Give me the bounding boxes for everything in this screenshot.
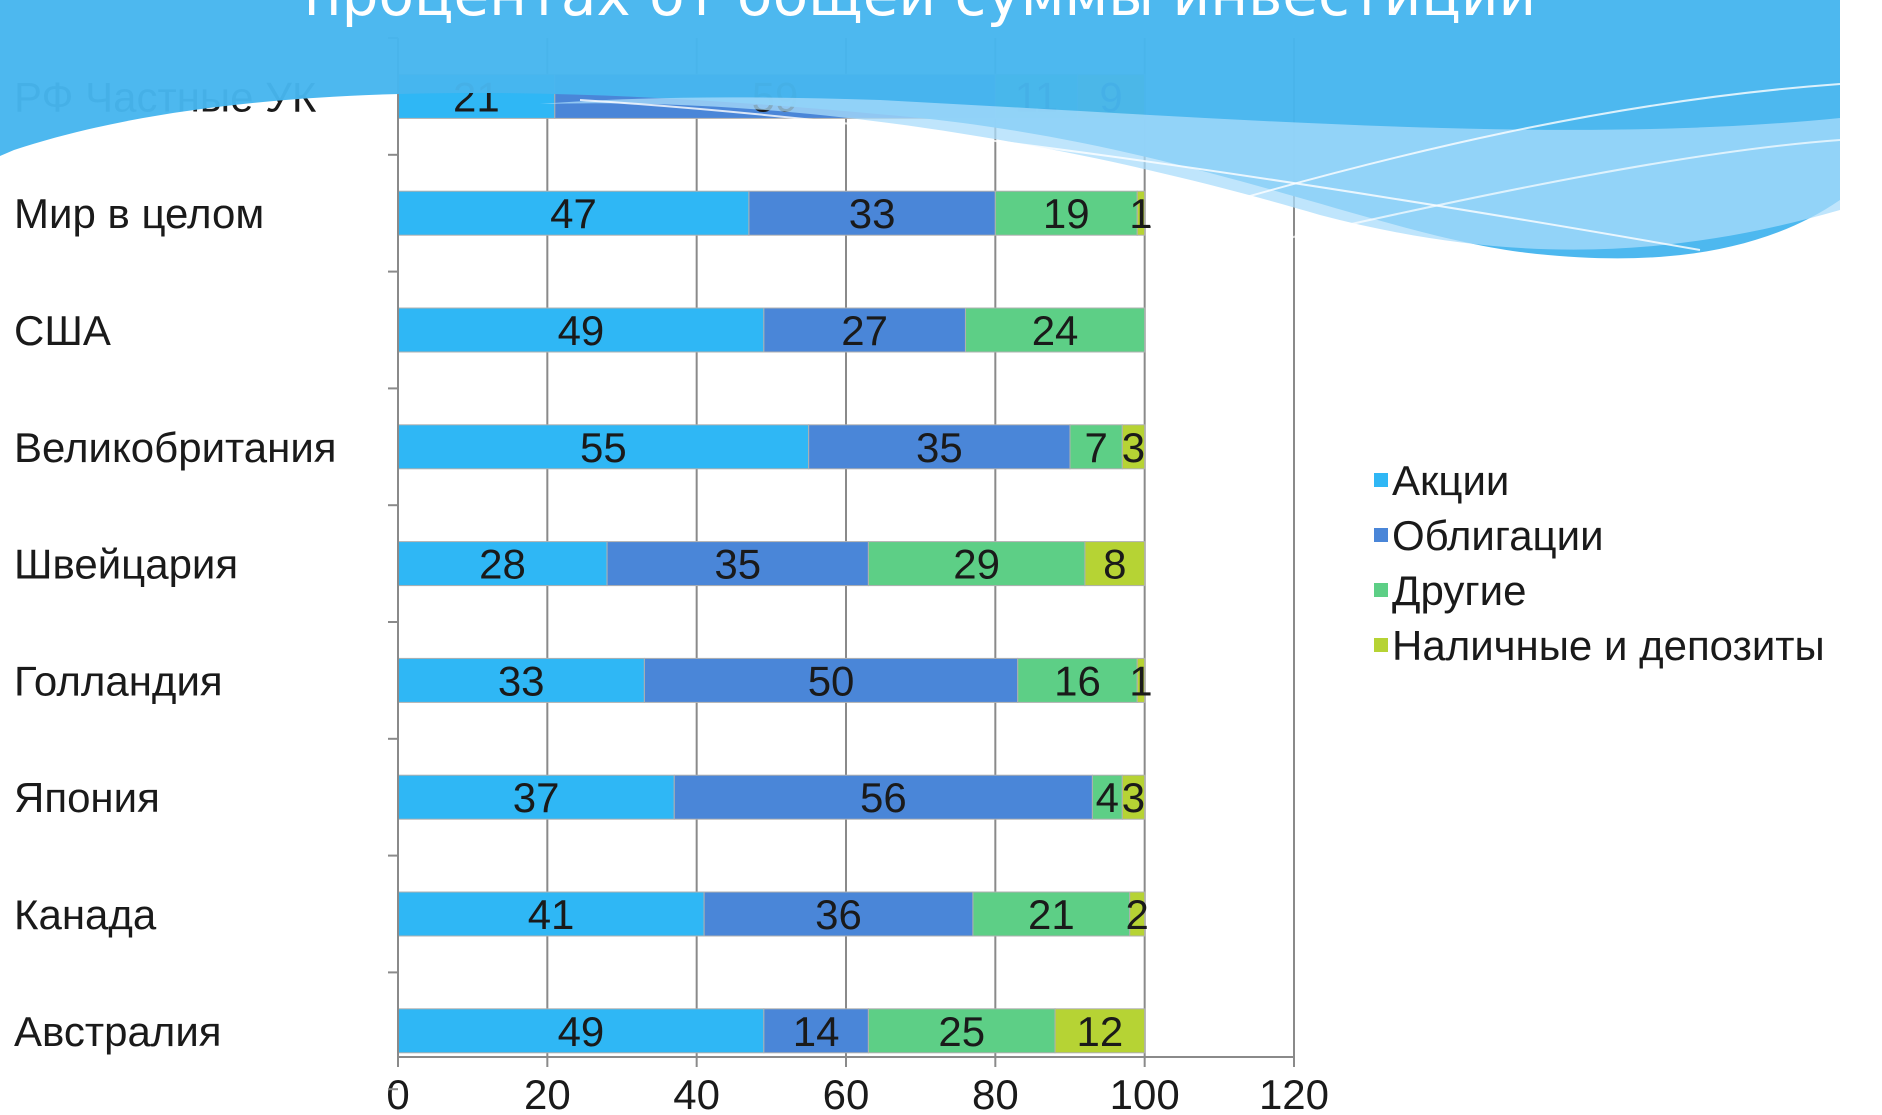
- legend-label: Другие: [1392, 567, 1526, 614]
- bar-segment: [867, 1008, 1056, 1054]
- legend-swatch: [1374, 638, 1388, 652]
- bar-segment: [1084, 541, 1146, 587]
- bar-value-label: 4: [1096, 774, 1119, 821]
- bar-segment: [606, 541, 869, 587]
- bar-segment: [972, 891, 1131, 937]
- bar-segment: [703, 891, 974, 937]
- legend-label: Облигации: [1392, 512, 1604, 559]
- bar-segment: [763, 1008, 869, 1054]
- category-label: Австралия: [14, 1008, 222, 1055]
- bar-value-label: 49: [558, 307, 605, 354]
- legend-swatch: [1374, 583, 1388, 597]
- legend-label: Наличные и депозиты: [1392, 622, 1825, 669]
- bar-segment: [867, 541, 1086, 587]
- bar-value-label: 37: [513, 774, 560, 821]
- bar-value-label: 35: [916, 424, 963, 471]
- bar-segment: [397, 1008, 765, 1054]
- bar-segment: [643, 657, 1019, 703]
- legend-swatch: [1374, 473, 1388, 487]
- bar-segment: [397, 190, 750, 236]
- legend: Акции Облигации Другие Наличные и депозиты: [1374, 457, 1825, 669]
- bar-segment: [397, 774, 675, 820]
- bar-segment: [1054, 1008, 1146, 1054]
- x-tick-label: 0: [386, 1071, 409, 1115]
- bar-value-label: 1: [1129, 190, 1152, 237]
- bar-value-label: 1: [1129, 657, 1152, 704]
- bar-value-label: 25: [938, 1008, 985, 1055]
- bar-value-label: 33: [849, 190, 896, 237]
- bar-value-label: 21: [1028, 891, 1075, 938]
- banner-line-1: [579, 99, 1701, 251]
- bar-value-label: 3: [1122, 424, 1145, 471]
- bar-value-label: 24: [1032, 307, 1079, 354]
- bar-value-label: 47: [550, 190, 597, 237]
- bar-value-label: 8: [1103, 541, 1126, 588]
- x-tick-label: 20: [524, 1071, 571, 1115]
- category-label: Великобритания: [14, 424, 337, 471]
- bar-value-label: 29: [953, 541, 1000, 588]
- bar-value-label: 49: [558, 1008, 605, 1055]
- bar-segment: [1136, 657, 1146, 703]
- bar-value-label: 56: [860, 774, 907, 821]
- category-label: Канада: [14, 891, 157, 938]
- bar-segment: [1017, 657, 1138, 703]
- banner-line-3: [1279, 139, 1841, 241]
- category-label: Швейцария: [14, 541, 238, 588]
- bar-segment: [397, 307, 765, 353]
- bar-value-label: 50: [808, 657, 855, 704]
- category-label: Мир в целом: [14, 190, 264, 237]
- category-label: Голландия: [14, 657, 223, 704]
- slide-title: процентах от общей суммы инвестиций: [0, 0, 1840, 30]
- bar-segment: [1129, 891, 1146, 937]
- banner-line-2: [1149, 83, 1841, 226]
- bar-segment: [1121, 424, 1146, 470]
- x-tick-label: 60: [823, 1071, 870, 1115]
- category-label: Япония: [14, 774, 160, 821]
- bar-segment: [1136, 190, 1146, 236]
- x-tick-label: 120: [1259, 1071, 1329, 1115]
- legend-swatch: [1374, 528, 1388, 542]
- legend-label: Акции: [1392, 457, 1509, 504]
- bar-value-label: 35: [714, 541, 761, 588]
- bar-value-label: 12: [1077, 1008, 1124, 1055]
- bar-segment: [1091, 774, 1123, 820]
- bar-segment: [808, 424, 1071, 470]
- bar-segment: [1121, 774, 1146, 820]
- bar-value-label: 28: [479, 541, 526, 588]
- banner-highlight-shape: [540, 97, 1840, 250]
- bar-value-label: 3: [1122, 774, 1145, 821]
- bar-value-label: 27: [841, 307, 888, 354]
- bar-value-label: 33: [498, 657, 545, 704]
- bar-value-label: 19: [1043, 190, 1090, 237]
- bar-value-label: 16: [1054, 657, 1101, 704]
- x-tick-label: 40: [673, 1071, 720, 1115]
- bar-value-label: 41: [528, 891, 575, 938]
- category-label: США: [14, 307, 111, 354]
- bar-segment: [673, 774, 1093, 820]
- bar-value-label: 7: [1084, 424, 1107, 471]
- bar-segment: [397, 891, 705, 937]
- title-banner: [0, 0, 1841, 259]
- bar-segment: [994, 190, 1138, 236]
- x-tick-label: 100: [1110, 1071, 1180, 1115]
- bar-segment: [397, 424, 810, 470]
- bar-value-label: 36: [815, 891, 862, 938]
- x-tick-label: 80: [972, 1071, 1019, 1115]
- bar-segment: [964, 307, 1146, 353]
- bar-segment: [748, 190, 996, 236]
- bar-value-label: 2: [1126, 891, 1149, 938]
- bar-value-label: 14: [793, 1008, 840, 1055]
- bar-value-label: 55: [580, 424, 627, 471]
